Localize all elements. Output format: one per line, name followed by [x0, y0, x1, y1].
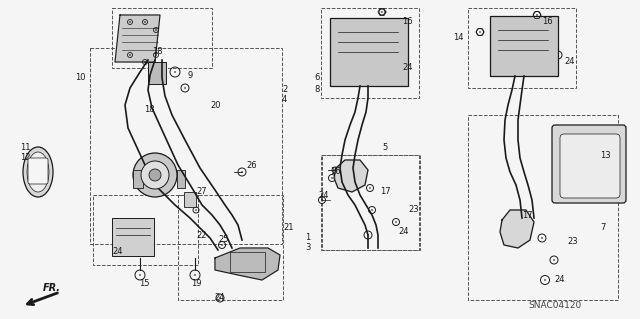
Text: 23: 23	[408, 205, 419, 214]
FancyBboxPatch shape	[28, 158, 48, 184]
Text: 13: 13	[600, 151, 611, 160]
Circle shape	[394, 24, 396, 26]
Circle shape	[394, 74, 396, 76]
Text: 2: 2	[282, 85, 287, 94]
Text: 24: 24	[398, 227, 408, 236]
Text: 3: 3	[305, 243, 310, 253]
Bar	[230, 252, 265, 272]
Text: 14: 14	[454, 33, 464, 42]
Polygon shape	[115, 15, 160, 62]
Circle shape	[141, 161, 169, 189]
Text: 12: 12	[20, 153, 31, 162]
Text: 6: 6	[315, 73, 320, 83]
Ellipse shape	[27, 152, 49, 192]
Circle shape	[156, 77, 158, 79]
Bar	[112, 218, 154, 256]
Circle shape	[174, 71, 176, 73]
Circle shape	[155, 29, 157, 31]
Circle shape	[156, 67, 158, 69]
Bar	[133, 170, 143, 188]
Text: 24: 24	[402, 63, 413, 72]
Bar	[490, 16, 558, 76]
Text: 25: 25	[219, 235, 229, 244]
Circle shape	[544, 279, 546, 281]
Text: 21: 21	[283, 224, 294, 233]
Ellipse shape	[23, 147, 53, 197]
Text: 7: 7	[600, 224, 605, 233]
Text: 27: 27	[196, 188, 207, 197]
Circle shape	[144, 21, 146, 23]
Text: 17: 17	[380, 188, 390, 197]
Text: SNAC04120: SNAC04120	[529, 300, 582, 309]
Text: 9: 9	[188, 70, 193, 79]
Bar	[184, 192, 196, 207]
Circle shape	[553, 259, 555, 261]
Circle shape	[381, 11, 383, 13]
Bar	[177, 170, 185, 188]
Circle shape	[195, 209, 197, 211]
Text: 20: 20	[210, 100, 221, 109]
Text: 10: 10	[76, 73, 86, 83]
Circle shape	[396, 221, 397, 223]
Circle shape	[140, 274, 141, 276]
Text: 18: 18	[152, 48, 163, 56]
Circle shape	[155, 54, 157, 56]
Text: 24: 24	[318, 190, 328, 199]
Text: 11: 11	[20, 144, 31, 152]
Circle shape	[149, 169, 161, 181]
Circle shape	[184, 87, 186, 89]
Circle shape	[119, 241, 121, 243]
FancyBboxPatch shape	[552, 125, 626, 203]
Circle shape	[394, 54, 396, 56]
FancyBboxPatch shape	[560, 134, 620, 198]
Text: 24: 24	[112, 248, 122, 256]
Circle shape	[371, 209, 372, 211]
Circle shape	[332, 177, 333, 179]
Circle shape	[321, 199, 323, 201]
Circle shape	[221, 244, 223, 246]
Text: 22: 22	[196, 231, 207, 240]
Text: 19: 19	[191, 279, 201, 288]
Polygon shape	[215, 248, 280, 280]
Circle shape	[536, 14, 538, 16]
Circle shape	[541, 237, 543, 239]
Circle shape	[129, 54, 131, 56]
Text: 24: 24	[564, 57, 575, 66]
Circle shape	[369, 187, 371, 189]
Text: 4: 4	[282, 95, 287, 105]
Text: 26: 26	[246, 160, 257, 169]
Circle shape	[334, 169, 336, 171]
Text: 8: 8	[315, 85, 320, 94]
Text: 24: 24	[215, 293, 225, 302]
Text: 16: 16	[402, 18, 413, 26]
Text: 18: 18	[144, 106, 155, 115]
Text: 24: 24	[554, 276, 564, 285]
Circle shape	[479, 31, 481, 33]
Bar	[148, 62, 166, 84]
Polygon shape	[334, 160, 368, 192]
Text: 23: 23	[567, 238, 578, 247]
Text: 16: 16	[542, 18, 552, 26]
Text: 1: 1	[305, 234, 310, 242]
Circle shape	[557, 54, 559, 56]
Circle shape	[194, 274, 196, 276]
Text: 16: 16	[330, 167, 340, 176]
Circle shape	[144, 61, 146, 63]
Circle shape	[339, 24, 341, 26]
Text: 17: 17	[522, 211, 532, 219]
Circle shape	[219, 297, 221, 299]
Circle shape	[367, 234, 369, 236]
Circle shape	[147, 241, 149, 243]
Circle shape	[129, 21, 131, 23]
Circle shape	[133, 153, 177, 197]
Text: 5: 5	[382, 144, 387, 152]
Polygon shape	[500, 210, 534, 248]
Text: 15: 15	[139, 279, 149, 288]
Text: FR.: FR.	[43, 283, 61, 293]
Circle shape	[241, 171, 243, 173]
Bar	[330, 18, 408, 86]
